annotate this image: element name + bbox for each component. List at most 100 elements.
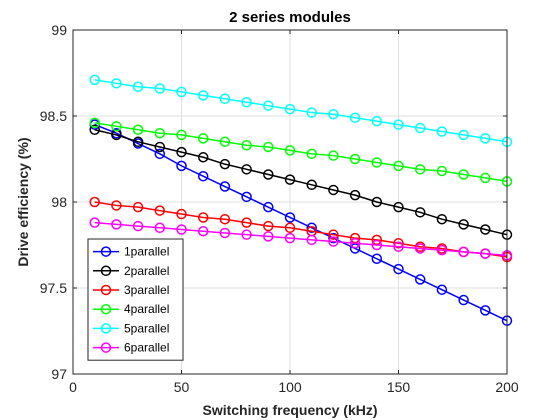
- data-point: [197, 212, 209, 223]
- x-tick-label: 200: [495, 379, 519, 395]
- data-point: [458, 169, 469, 180]
- legend-label: 1parallel: [124, 245, 169, 259]
- data-point: [306, 234, 317, 246]
- x-axis-label: Switching frequency (kHz): [202, 402, 377, 418]
- data-point: [263, 231, 274, 242]
- data-point: [328, 236, 339, 247]
- data-point: [89, 217, 100, 228]
- data-point: [154, 127, 166, 139]
- data-point: [371, 157, 383, 168]
- data-point: [436, 244, 448, 256]
- data-point: [263, 100, 274, 111]
- series-line: [94, 129, 508, 236]
- data-point: [371, 115, 383, 127]
- data-point: [436, 165, 448, 177]
- data-point: [263, 201, 274, 213]
- data-point: [306, 107, 317, 118]
- x-tick-label: 100: [278, 379, 302, 395]
- data-point: [480, 224, 491, 235]
- y-tick-label: 98: [51, 194, 67, 210]
- data-point: [197, 170, 209, 182]
- data-point: [349, 189, 361, 201]
- data-point: [414, 164, 426, 175]
- data-point: [393, 241, 404, 252]
- data-point: [306, 179, 317, 191]
- data-point: [371, 196, 383, 208]
- y-axis-label: Drive efficiency (%): [15, 137, 31, 266]
- data-point: [263, 220, 274, 232]
- data-point: [176, 86, 187, 98]
- data-point: [284, 103, 296, 115]
- data-point: [241, 96, 252, 108]
- legend-label: 4parallel: [124, 302, 169, 316]
- series-6parallel: [89, 217, 513, 261]
- data-point: [349, 153, 361, 165]
- data-point: [241, 191, 252, 203]
- y-tick-label: 97.5: [40, 280, 67, 296]
- data-point: [458, 246, 469, 258]
- series-5parallel: [89, 74, 513, 148]
- data-point: [132, 81, 144, 93]
- data-point: [328, 184, 339, 196]
- data-point: [458, 294, 469, 306]
- legend-label: 5parallel: [124, 321, 169, 335]
- data-point: [89, 74, 100, 86]
- data-point: [219, 158, 231, 170]
- legend-marker: [100, 284, 112, 296]
- data-point: [328, 150, 339, 161]
- data-point: [328, 232, 339, 244]
- legend-item: 1parallel: [93, 245, 169, 259]
- data-point: [132, 136, 144, 148]
- data-point: [176, 129, 187, 141]
- data-point: [197, 152, 209, 163]
- y-tick-label: 97: [51, 366, 67, 382]
- data-point: [197, 225, 209, 237]
- data-point: [111, 219, 122, 230]
- legend-label: 3parallel: [124, 283, 169, 297]
- data-point: [263, 169, 274, 180]
- data-point: [132, 201, 144, 213]
- data-point: [284, 174, 296, 185]
- data-point: [393, 201, 404, 213]
- x-tick-label: 150: [387, 379, 411, 395]
- y-tick-label: 98.5: [40, 108, 67, 124]
- data-point: [132, 124, 144, 136]
- data-point: [154, 222, 166, 234]
- series-line: [94, 79, 508, 143]
- data-point: [284, 145, 296, 156]
- data-point: [328, 109, 339, 120]
- data-point: [393, 119, 404, 130]
- series-line: [94, 122, 508, 183]
- legend-label: 2parallel: [124, 264, 169, 278]
- x-tick-label: 0: [69, 379, 77, 395]
- data-point: [480, 305, 491, 316]
- legend-item: 6parallel: [93, 341, 169, 355]
- data-point: [349, 238, 361, 249]
- data-point: [284, 222, 296, 234]
- data-point: [176, 146, 187, 158]
- data-point: [436, 284, 448, 295]
- y-tick-label: 99: [51, 22, 67, 38]
- legend-marker: [100, 303, 112, 315]
- data-point: [176, 208, 187, 220]
- data-point: [371, 253, 383, 265]
- legend-item: 2parallel: [93, 264, 169, 278]
- legend-item: 5parallel: [93, 321, 169, 335]
- data-point: [176, 160, 187, 172]
- data-point: [371, 239, 383, 251]
- data-point: [176, 224, 187, 235]
- data-point: [154, 83, 166, 94]
- data-point: [89, 196, 100, 208]
- data-point: [111, 200, 122, 211]
- data-point: [284, 232, 296, 244]
- series-layer: [89, 74, 513, 326]
- data-point: [480, 133, 491, 144]
- data-point: [89, 117, 100, 129]
- legend-marker: [100, 342, 112, 353]
- legend-label: 6parallel: [124, 341, 169, 355]
- legend-marker: [100, 323, 112, 334]
- axis-ticks: 0 50 100 150 200 97 97.5 98 98.5 99: [40, 22, 519, 395]
- data-point: [393, 238, 404, 249]
- legend: 1parallel 2parallel 3parallel 4parallel 5par…: [87, 238, 184, 361]
- data-point: [197, 90, 209, 101]
